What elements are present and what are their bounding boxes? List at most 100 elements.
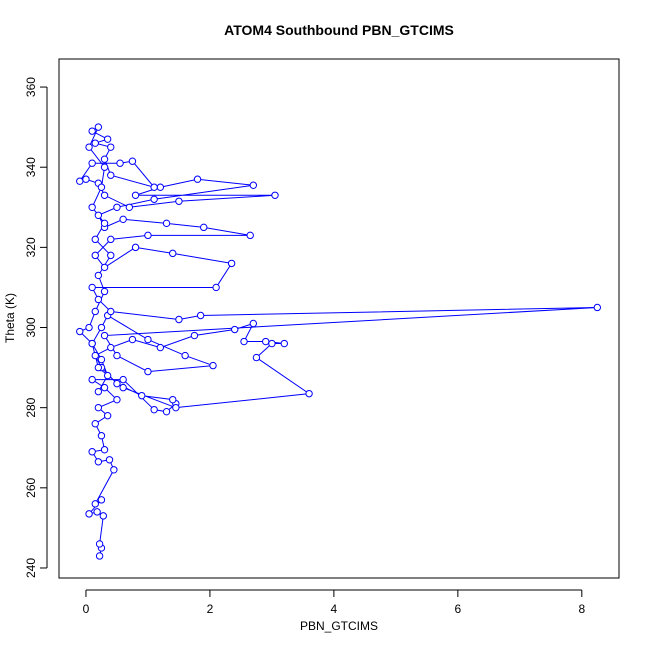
data-point — [95, 540, 104, 548]
data-point — [212, 283, 220, 292]
data-point — [91, 500, 99, 508]
data-point — [100, 287, 109, 296]
data-point — [91, 235, 99, 244]
x-axis-label: PBN_GTCIMS — [300, 619, 378, 633]
data-point — [88, 127, 96, 135]
data-point — [100, 331, 109, 340]
data-point — [144, 367, 152, 376]
data-point — [193, 175, 202, 183]
data-point — [110, 466, 118, 474]
data-point — [107, 235, 115, 244]
data-point — [94, 403, 103, 412]
data-point — [85, 143, 93, 151]
x-tick-label: 6 — [455, 602, 462, 616]
data-point — [94, 458, 103, 466]
data-point — [107, 251, 115, 260]
data-point — [119, 215, 127, 224]
data-point — [156, 343, 165, 352]
data-point — [113, 379, 121, 388]
data-point — [107, 307, 115, 316]
x-tick-label: 0 — [83, 602, 90, 616]
data-point — [268, 339, 276, 348]
x-tick-label: 4 — [331, 602, 338, 616]
data-point — [88, 339, 96, 348]
data-point — [88, 283, 96, 292]
data-point — [169, 249, 177, 258]
data-point — [99, 512, 108, 520]
data-point — [200, 223, 208, 232]
data-point — [100, 219, 109, 228]
data-point — [119, 383, 127, 392]
data-point — [100, 446, 109, 454]
y-tick-label: 280 — [24, 397, 38, 417]
data-point — [113, 395, 121, 404]
data-point — [175, 197, 183, 205]
data-point — [125, 203, 134, 211]
data-point — [175, 315, 183, 324]
data-point — [97, 496, 106, 504]
y-tick-label: 260 — [24, 477, 38, 497]
data-point — [128, 157, 137, 165]
x-tick-label: 2 — [207, 602, 214, 616]
data-point — [97, 323, 106, 332]
data-point — [131, 191, 140, 199]
data-point — [94, 123, 103, 131]
data-point — [85, 510, 93, 518]
data-point — [113, 203, 121, 211]
data-point — [88, 159, 96, 167]
data-point — [91, 251, 99, 260]
data-point — [100, 263, 109, 272]
data-point — [97, 183, 106, 191]
data-point — [97, 432, 106, 440]
data-point — [94, 387, 103, 396]
data-point — [249, 319, 258, 328]
data-point — [88, 375, 96, 384]
data-point — [85, 323, 93, 332]
data-point — [95, 552, 104, 560]
data-point — [100, 163, 109, 171]
data-point — [94, 363, 103, 372]
data-point — [105, 456, 114, 464]
data-point — [262, 337, 270, 346]
data-point — [88, 448, 96, 456]
data-point — [169, 395, 177, 404]
data-point — [280, 339, 289, 348]
data-point — [94, 211, 103, 220]
data-point — [150, 183, 158, 191]
data-point — [97, 355, 106, 364]
y-tick-label: 320 — [24, 237, 38, 257]
data-point — [128, 335, 137, 344]
data-point — [156, 183, 165, 191]
data-point — [103, 371, 112, 380]
data-point — [113, 351, 121, 360]
data-point — [94, 295, 103, 304]
data-point — [91, 307, 99, 316]
data-point — [76, 327, 84, 336]
data-point — [150, 195, 158, 203]
data-point — [103, 135, 112, 143]
data-point — [144, 231, 152, 240]
data-point — [119, 375, 127, 384]
data-point — [131, 243, 140, 252]
data-point — [246, 231, 254, 240]
y-tick-label: 240 — [24, 558, 38, 578]
data-point — [93, 508, 101, 516]
data-point — [162, 407, 171, 416]
data-point — [91, 351, 99, 360]
data-point — [138, 391, 146, 400]
data-point — [82, 175, 90, 183]
data-point — [190, 331, 199, 340]
data-point — [240, 337, 248, 346]
data-point — [107, 343, 115, 352]
data-point — [144, 335, 152, 344]
y-tick-label: 340 — [24, 157, 38, 177]
data-point — [196, 311, 205, 320]
x-tick-label: 8 — [578, 602, 585, 616]
chart-title: ATOM4 Southbound PBN_GTCIMS — [224, 22, 454, 38]
y-tick-label: 360 — [24, 77, 38, 97]
data-point — [100, 155, 109, 163]
data-point — [107, 143, 115, 151]
data-point — [76, 177, 84, 185]
